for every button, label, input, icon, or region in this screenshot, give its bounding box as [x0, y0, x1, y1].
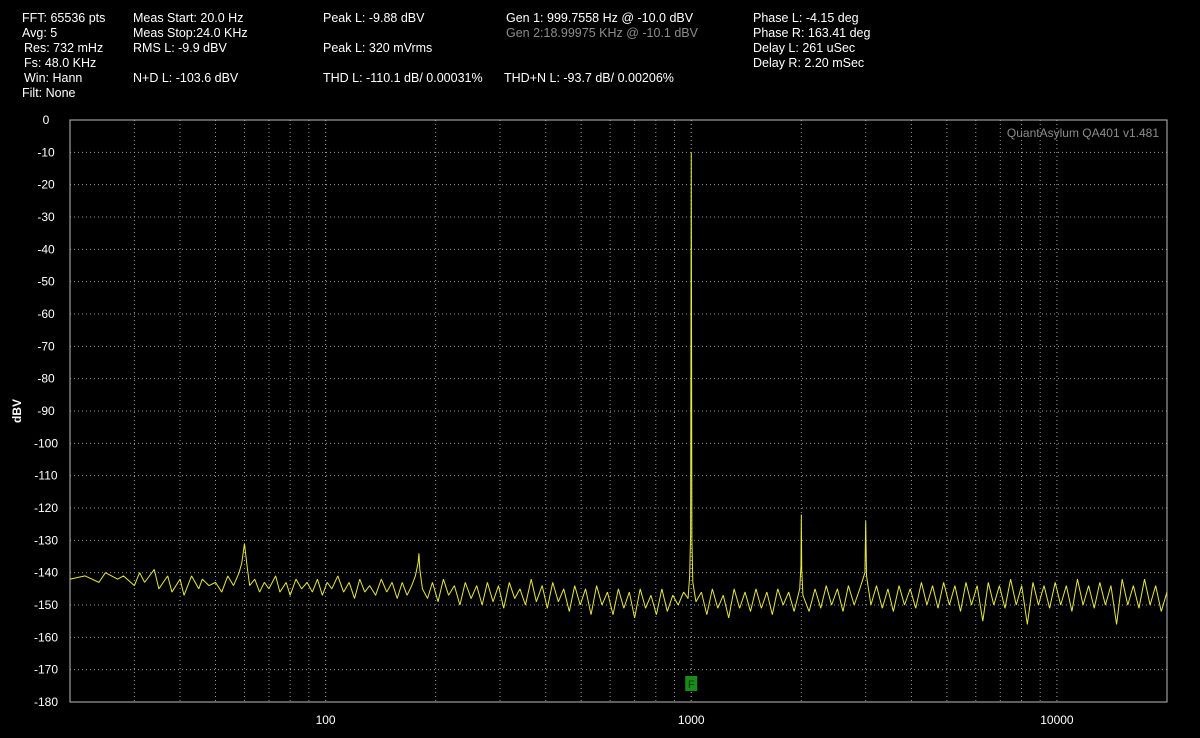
- y-tick-label: -180: [34, 695, 58, 709]
- y-tick-label: 0: [43, 113, 50, 127]
- marker-box: [685, 676, 698, 691]
- y-tick-label: -80: [37, 372, 55, 386]
- y-tick-label: -170: [34, 663, 58, 677]
- readout: Peak L: -9.88 dBV: [323, 11, 425, 25]
- readout: THD L: -110.1 dB/ 0.00031%: [323, 71, 483, 85]
- readout: Avg: 5: [22, 26, 57, 40]
- readout: Meas Start: 20.0 Hz: [133, 11, 243, 25]
- y-tick-label: -120: [34, 501, 58, 515]
- readout: RMS L: -9.9 dBV: [133, 41, 227, 55]
- readout: Res: 732 mHz: [24, 41, 103, 55]
- x-tick-label: 1000: [678, 713, 705, 727]
- plot: 0 -10 -20 -30 -40 -50 -60 -70 -80 -90 -100 -110 -120…: [10, 113, 1168, 727]
- y-tick-label: -50: [37, 275, 55, 289]
- marker-label: F: [688, 679, 695, 691]
- y-tick-label: -20: [37, 178, 55, 192]
- readout: Delay L: 261 uSec: [753, 41, 855, 55]
- y-tick-label: -150: [34, 598, 58, 612]
- readout: Gen 1: 999.7558 Hz @ -10.0 dBV: [506, 11, 694, 25]
- y-tick-label: -110: [34, 469, 57, 483]
- y-tick-label: -10: [37, 145, 55, 159]
- y-tick-label: -100: [34, 436, 58, 450]
- y-tick-label: -70: [37, 339, 55, 353]
- readout: N+D L: -103.6 dBV: [133, 71, 239, 85]
- readout: Peak L: 320 mVrms: [323, 41, 432, 55]
- spectrum-line: [69, 152, 1168, 625]
- y-tick-label: -90: [37, 404, 55, 418]
- x-tick-label: 100: [316, 713, 336, 727]
- readout: Phase R: 163.41 deg: [753, 26, 870, 40]
- y-tick-label: -60: [37, 307, 55, 321]
- readout: Gen 2:18.99975 KHz @ -10.1 dBV: [506, 26, 699, 40]
- readout: Phase L: -4.15 deg: [753, 11, 859, 25]
- y-tick-label: -130: [34, 533, 58, 547]
- readout: Fs: 48.0 KHz: [24, 56, 96, 70]
- readout: Meas Stop:24.0 KHz: [133, 26, 248, 40]
- y-tick-label: -140: [34, 566, 58, 580]
- readout: Win: Hann: [24, 71, 82, 85]
- watermark: QuantAsylum QA401 v1.481: [1007, 126, 1159, 140]
- x-tick-label: 10000: [1040, 713, 1074, 727]
- y-axis-label: dBV: [10, 399, 24, 423]
- plot-frame: [69, 119, 1168, 703]
- readouts: FFT: 65536 pts Avg: 5 Res: 732 mHz Fs: 4…: [22, 11, 870, 100]
- y-tick-label: -40: [37, 242, 55, 256]
- readout: THD+N L: -93.7 dB/ 0.00206%: [504, 71, 674, 85]
- y-tick-label: -30: [37, 210, 55, 224]
- readout: Filt: None: [22, 86, 76, 100]
- readout: Delay R: 2.20 mSec: [753, 56, 864, 70]
- y-tick-label: -160: [34, 630, 58, 644]
- readout: FFT: 65536 pts: [22, 11, 105, 25]
